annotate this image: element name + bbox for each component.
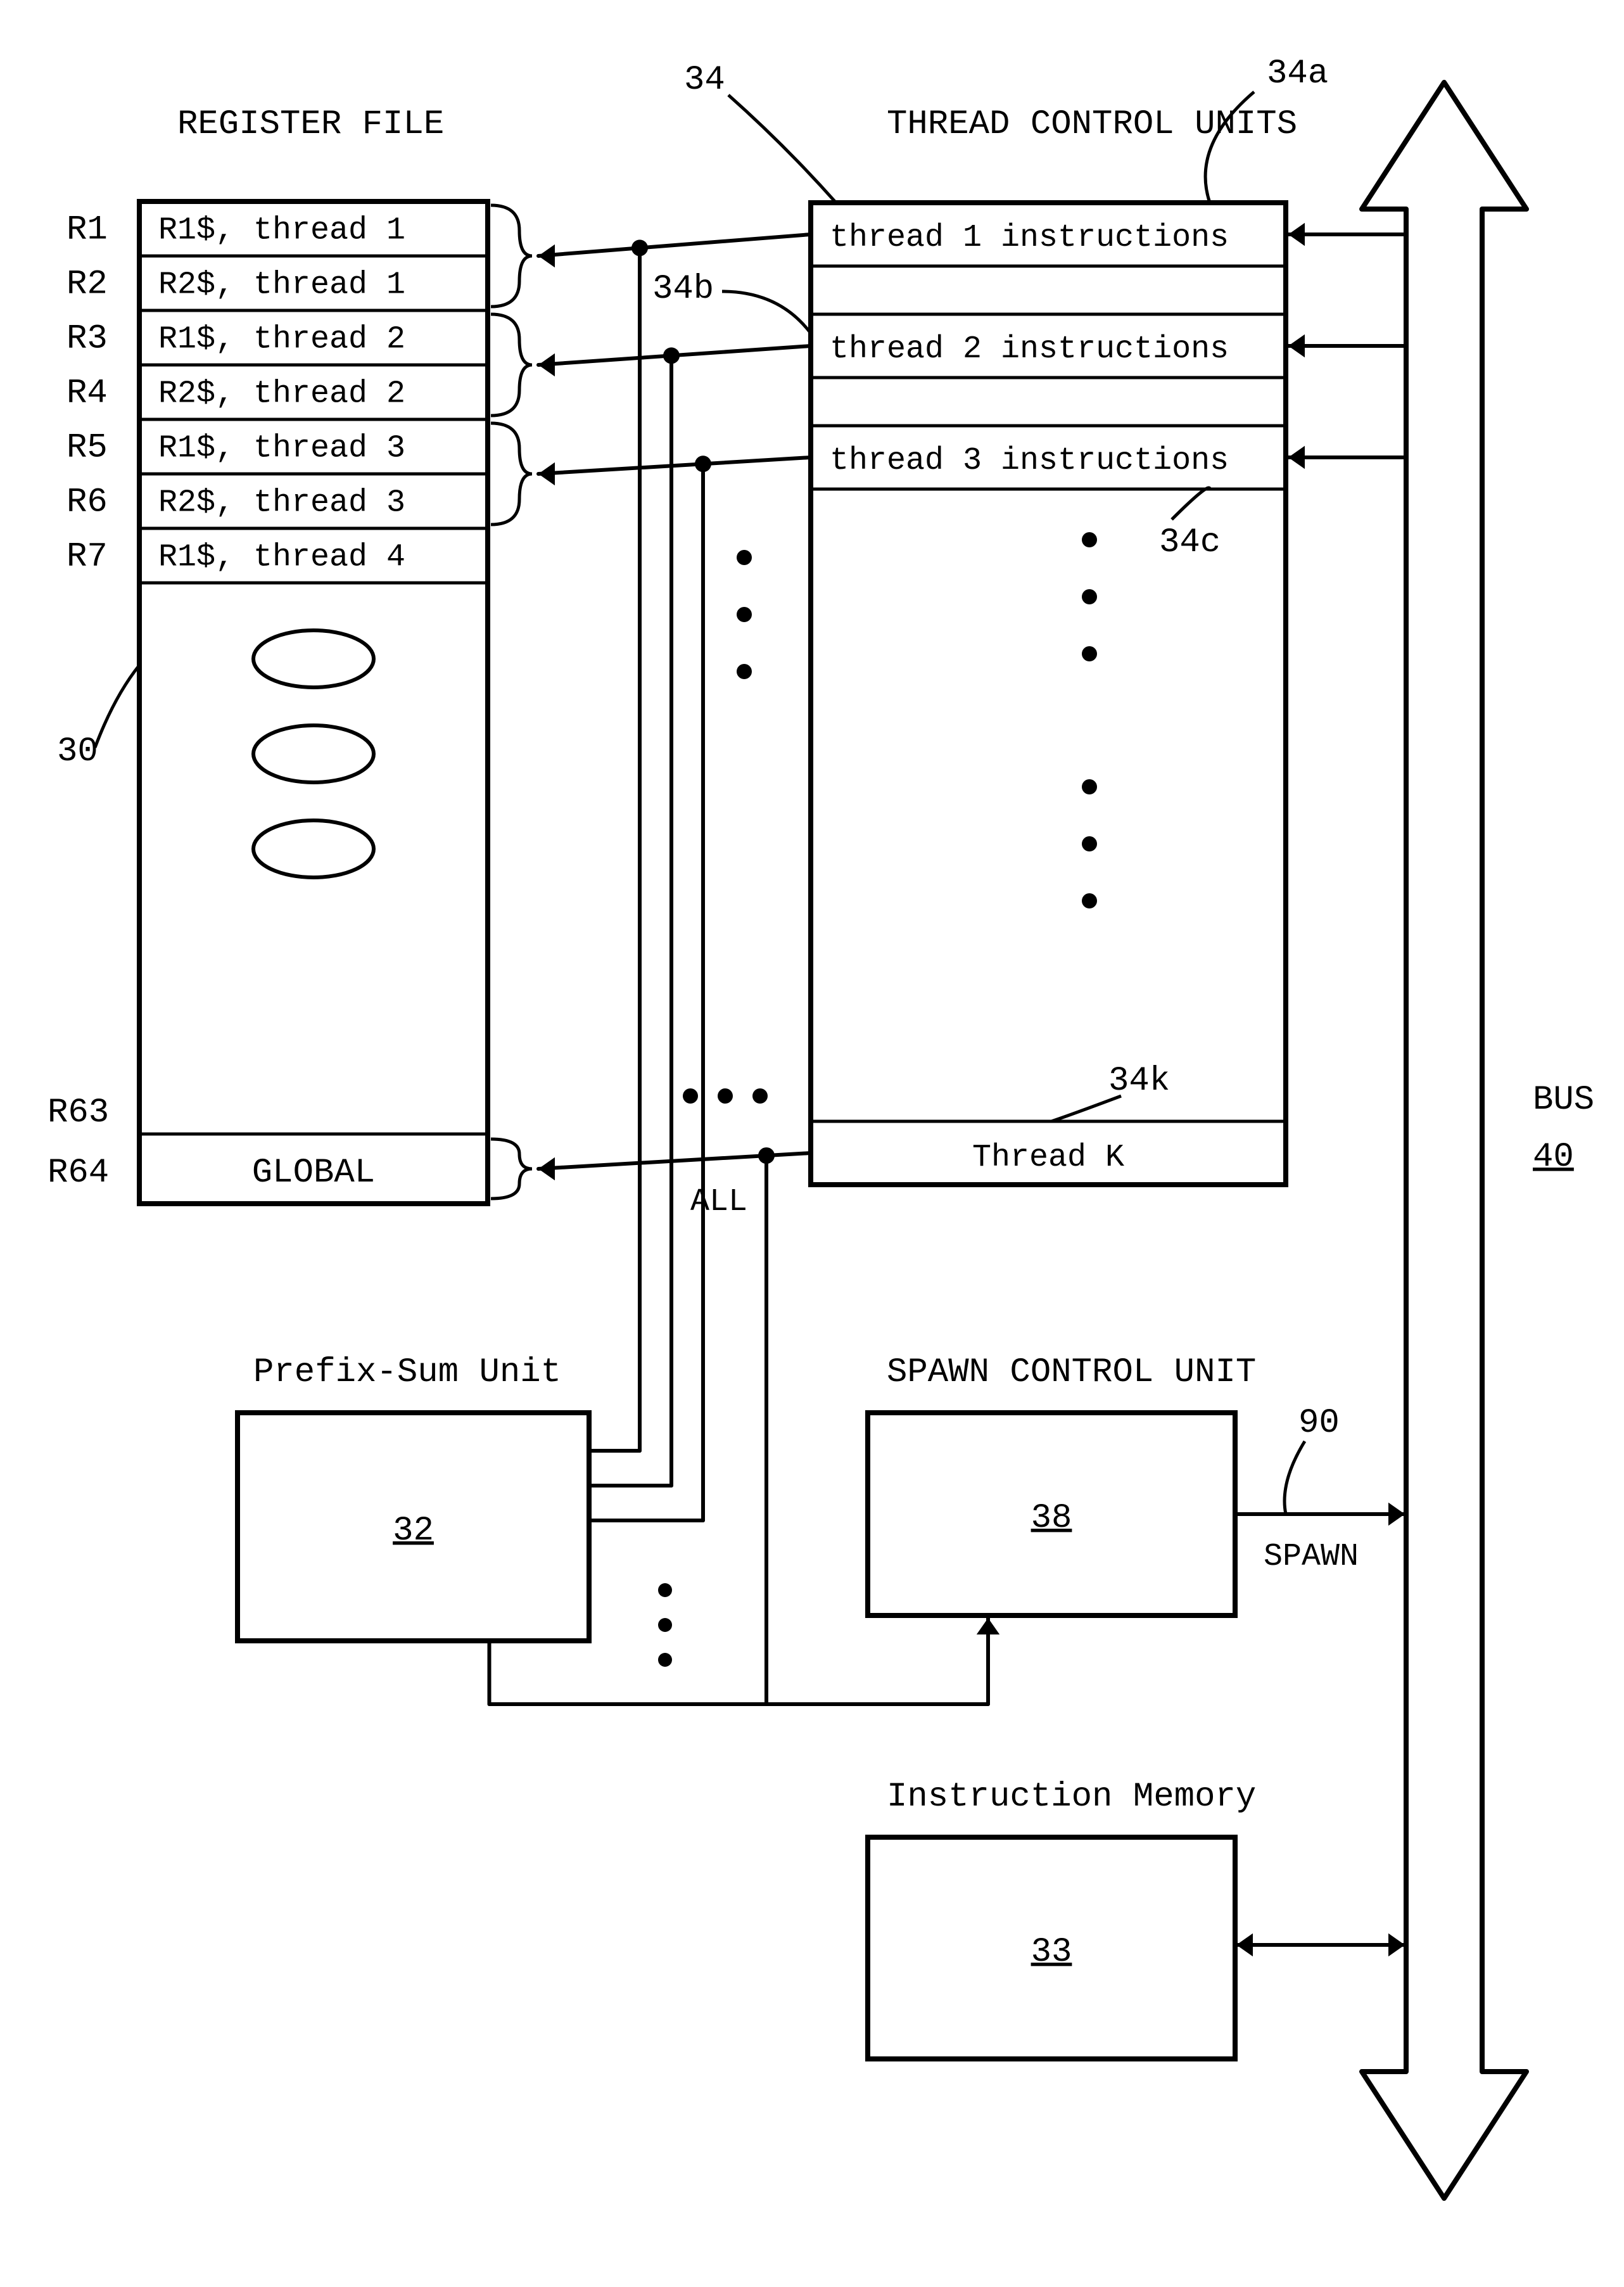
svg-text:34b: 34b <box>652 270 714 309</box>
svg-text:R63: R63 <box>48 1093 109 1132</box>
svg-text:R1$, thread 3: R1$, thread 3 <box>158 430 405 466</box>
svg-text:34: 34 <box>684 61 725 99</box>
svg-text:R3: R3 <box>67 319 108 358</box>
svg-text:R5: R5 <box>67 428 108 467</box>
svg-text:Instruction Memory: Instruction Memory <box>887 1778 1256 1816</box>
svg-text:40: 40 <box>1533 1138 1574 1176</box>
svg-text:30: 30 <box>57 732 98 771</box>
svg-text:BUS: BUS <box>1533 1081 1594 1119</box>
svg-text:thread 1 instructions: thread 1 instructions <box>830 220 1229 256</box>
svg-text:R7: R7 <box>67 537 108 576</box>
svg-text:R1$, thread 1: R1$, thread 1 <box>158 212 405 248</box>
svg-text:R6: R6 <box>67 483 108 521</box>
svg-text:R64: R64 <box>48 1154 109 1192</box>
svg-text:32: 32 <box>393 1512 434 1550</box>
svg-text:thread 2 instructions: thread 2 instructions <box>830 331 1229 367</box>
diagram-svg: BUS 40 REGISTER FILE R1 R1$, thread 1 R2 R2$, … <box>0 0 1624 2287</box>
svg-text:REGISTER FILE: REGISTER FILE <box>177 105 444 144</box>
svg-text:90: 90 <box>1298 1404 1340 1443</box>
svg-text:R1: R1 <box>67 210 108 249</box>
svg-text:SPAWN: SPAWN <box>1264 1539 1359 1575</box>
svg-text:GLOBAL: GLOBAL <box>252 1154 375 1192</box>
svg-text:38: 38 <box>1031 1499 1072 1538</box>
svg-text:R1$, thread 2: R1$, thread 2 <box>158 321 405 357</box>
svg-text:33: 33 <box>1031 1933 1072 1972</box>
svg-text:34a: 34a <box>1267 54 1328 93</box>
svg-text:34c: 34c <box>1159 523 1221 562</box>
svg-text:R2$, thread 3: R2$, thread 3 <box>158 485 405 521</box>
svg-text:Thread K: Thread K <box>972 1140 1124 1176</box>
svg-text:R2$, thread 2: R2$, thread 2 <box>158 376 405 412</box>
svg-text:R2: R2 <box>67 265 108 303</box>
svg-text:ALL: ALL <box>690 1184 747 1220</box>
svg-text:34k: 34k <box>1108 1062 1170 1100</box>
svg-text:Prefix-Sum Unit: Prefix-Sum Unit <box>253 1353 561 1392</box>
svg-text:thread 3 instructions: thread 3 instructions <box>830 443 1229 479</box>
svg-text:R4: R4 <box>67 374 108 412</box>
svg-text:R1$, thread 4: R1$, thread 4 <box>158 539 405 575</box>
svg-text:SPAWN CONTROL UNIT: SPAWN CONTROL UNIT <box>887 1353 1256 1392</box>
svg-text:R2$, thread 1: R2$, thread 1 <box>158 267 405 303</box>
